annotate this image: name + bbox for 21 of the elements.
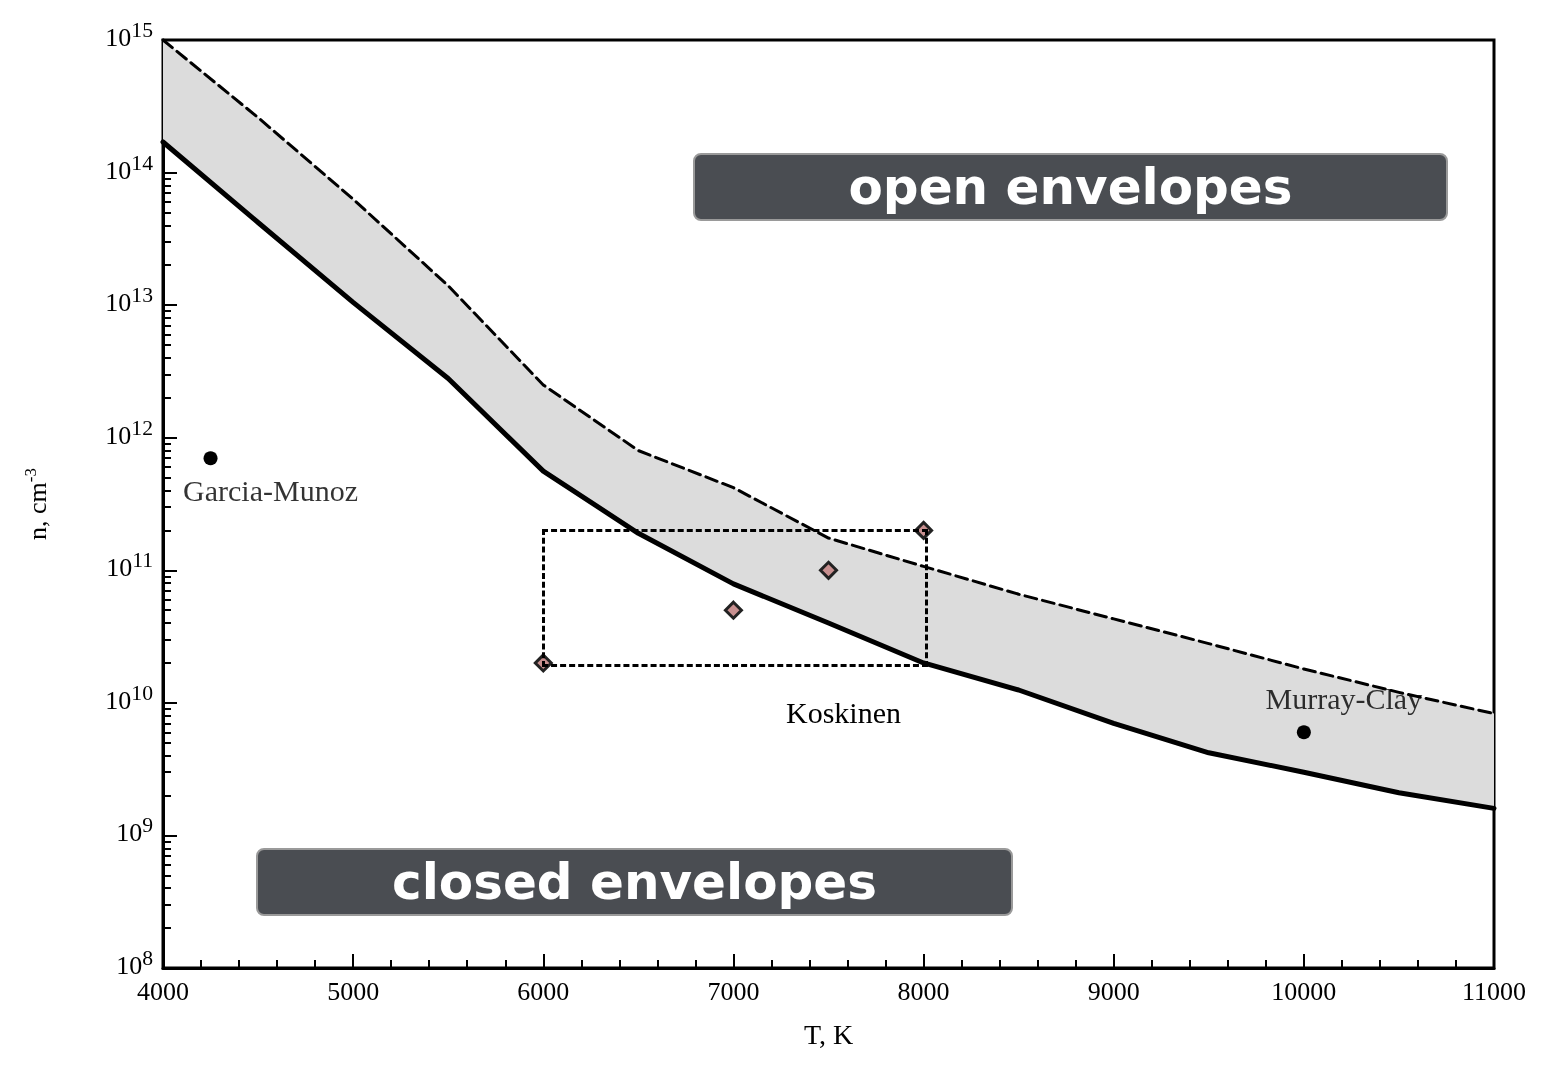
annotation: Garcia-Munoz <box>183 473 358 507</box>
x-tick-label: 11000 <box>1461 976 1527 1006</box>
y-tick-label: 10$^{15}$ <box>104 16 153 54</box>
annotation: Murray-Clay <box>1265 681 1423 715</box>
label-box: open envelopes <box>693 153 1448 221</box>
x-tick-label: 5000 <box>327 976 380 1006</box>
x-tick-label: 6000 <box>517 976 570 1006</box>
y-tick-label: 10$^{12}$ <box>104 414 153 452</box>
y-tick-label: 10$^{13}$ <box>104 281 153 319</box>
x-tick-label: 8000 <box>897 976 950 1006</box>
y-tick-label: 10$^{14}$ <box>104 149 153 186</box>
x-tick-label: 9000 <box>1087 976 1140 1006</box>
annotation: Koskinen <box>786 696 901 730</box>
x-tick-label: 10000 <box>1271 976 1337 1006</box>
x-tick-label: 7000 <box>707 976 760 1006</box>
y-tick-label: 10$^{9}$ <box>115 812 153 849</box>
y-tick-label: 10$^{10}$ <box>104 679 153 717</box>
x-axis-title: T, K <box>803 1018 854 1050</box>
label-box: closed envelopes <box>256 848 1013 916</box>
y-tick-label: 10$^{11}$ <box>105 546 153 584</box>
y-axis-title: n, cm-3 <box>21 468 52 540</box>
